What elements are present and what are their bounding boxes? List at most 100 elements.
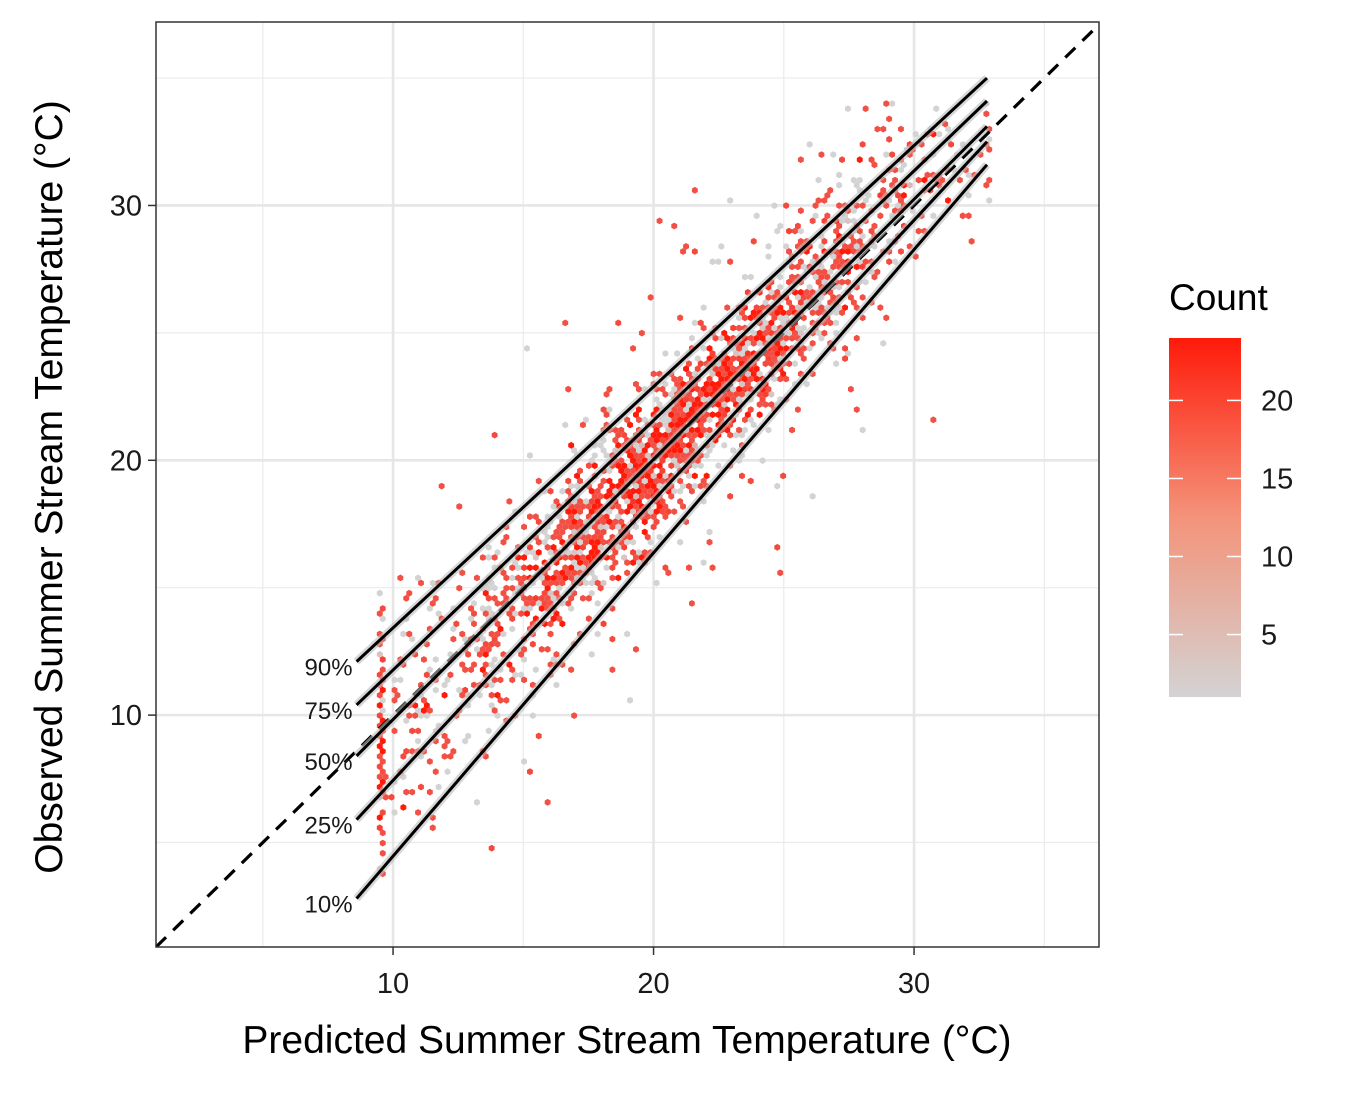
- hex-bin: [559, 620, 566, 628]
- hex-bin: [750, 329, 757, 337]
- hex-bin: [588, 549, 595, 556]
- quantile-line: [355, 99, 989, 707]
- hex-bin: [524, 549, 530, 556]
- hex-bin: [815, 197, 822, 204]
- hex-bin: [783, 334, 790, 342]
- hex-bin: [674, 441, 681, 449]
- hex-bin: [777, 375, 784, 383]
- hex-bin: [612, 436, 619, 444]
- hex-bin: [638, 329, 645, 337]
- hex-bin: [730, 396, 737, 403]
- hex-bin: [627, 503, 633, 510]
- hex-bin: [633, 452, 639, 459]
- hex-bin: [715, 258, 722, 266]
- hex-bin: [465, 651, 472, 658]
- hex-bin: [709, 370, 716, 378]
- hex-bin: [968, 237, 975, 245]
- hex-bin: [485, 554, 492, 561]
- hex-bin: [768, 319, 775, 327]
- hex-bin: [612, 559, 619, 566]
- hex-bin: [768, 401, 775, 408]
- hex-bin: [800, 294, 807, 301]
- hex-bin: [379, 758, 386, 765]
- hex-bin: [759, 457, 766, 464]
- hex-bin: [441, 742, 448, 750]
- hex-bin: [618, 467, 625, 475]
- hex-bin: [930, 212, 937, 220]
- hex-bin: [845, 217, 851, 225]
- hex-bin: [774, 543, 781, 551]
- hex-bin: [697, 421, 704, 429]
- hex-bin: [491, 584, 498, 592]
- hex-bin: [494, 712, 501, 719]
- hex-bin: [550, 615, 557, 623]
- quantile-line: [355, 76, 989, 663]
- hex-bin: [376, 753, 383, 760]
- hex-bin: [474, 574, 480, 582]
- hex-bin: [550, 533, 557, 541]
- hex-bin: [668, 462, 675, 470]
- hex-bin: [727, 431, 734, 439]
- hex-bin: [588, 538, 595, 546]
- hex-bin: [488, 702, 495, 709]
- hex-bin: [441, 691, 448, 699]
- hex-bin: [550, 656, 557, 663]
- hex-bin: [706, 528, 713, 536]
- line-labels: 90% 75% 50% 25% 10%: [305, 655, 353, 919]
- hex-bin: [603, 492, 610, 500]
- x-tick-label: 20: [637, 968, 669, 1000]
- hex-bin: [391, 727, 398, 735]
- hex-bin: [915, 176, 922, 184]
- hex-bin: [494, 600, 501, 607]
- hex-bin: [709, 350, 716, 357]
- hex-bin: [647, 487, 654, 495]
- hex-bin: [800, 263, 807, 271]
- hex-bin: [850, 299, 857, 306]
- hex-bin: [792, 329, 798, 337]
- hex-bin: [739, 431, 745, 439]
- hex-bin: [553, 589, 560, 597]
- hex-bin: [747, 334, 754, 342]
- hex-bin: [583, 559, 589, 566]
- hex-bin: [771, 324, 778, 332]
- hex-bin: [450, 625, 457, 633]
- hex-bin: [482, 651, 489, 658]
- hex-bin: [588, 579, 595, 587]
- hex-bin: [762, 360, 769, 368]
- hex-bin: [662, 513, 669, 521]
- hex-bin: [379, 809, 386, 816]
- hex-bin: [491, 554, 498, 561]
- hex-bin: [379, 666, 386, 674]
- hex-bin: [627, 452, 633, 459]
- hex-bin: [529, 600, 536, 607]
- hex-bin: [771, 314, 778, 322]
- hex-bin: [482, 661, 489, 668]
- plot-border: [155, 21, 1100, 948]
- hex-bin: [415, 707, 421, 714]
- hex-bin: [406, 712, 413, 719]
- hex-bin: [503, 584, 510, 592]
- hex-bin: [959, 212, 966, 220]
- hex-bin: [706, 385, 713, 393]
- hex-bin: [668, 492, 675, 500]
- hex-bin: [633, 482, 639, 490]
- hex-bin: [848, 243, 854, 250]
- hex-bin: [674, 380, 681, 388]
- hex-bin: [821, 237, 828, 245]
- hex-bin: [376, 610, 383, 617]
- hex-bin: [485, 605, 492, 612]
- hex-bin: [786, 309, 792, 317]
- hex-bin: [376, 824, 383, 832]
- hex-bin: [700, 324, 707, 332]
- hex-bin: [426, 666, 433, 674]
- hex-bin: [379, 747, 386, 755]
- hex-bin: [736, 345, 742, 352]
- hex-bin: [636, 498, 642, 505]
- hex-bin: [883, 151, 890, 158]
- hex-bin: [736, 355, 742, 362]
- hex-bin: [577, 538, 583, 546]
- hex-bin: [756, 329, 763, 337]
- hex-bin: [718, 375, 725, 383]
- hex-bin: [585, 554, 592, 561]
- hex-bin: [574, 543, 580, 551]
